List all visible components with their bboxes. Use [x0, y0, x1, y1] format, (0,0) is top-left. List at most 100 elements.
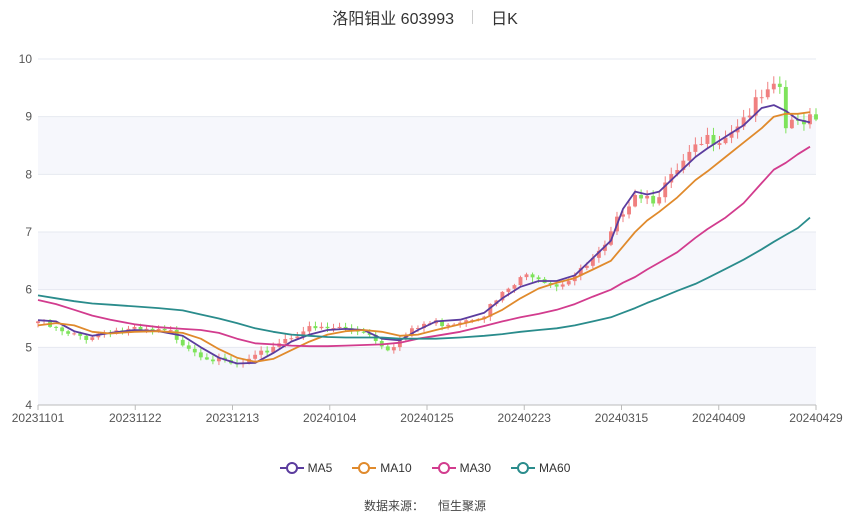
candle-body: [741, 117, 746, 127]
candle-body: [669, 173, 674, 183]
candle-body: [259, 350, 264, 355]
grid-band: [38, 347, 816, 405]
candle-body: [765, 89, 770, 98]
ma30-line: [37, 145, 811, 348]
candle-body: [144, 328, 149, 330]
candle-body: [699, 143, 704, 145]
y-tick-label: 7: [25, 225, 32, 239]
candle-body: [663, 182, 668, 198]
candle-body: [90, 337, 95, 340]
y-tick-label: 8: [25, 167, 32, 181]
candle-body: [54, 326, 59, 328]
candle-body: [693, 144, 698, 152]
legend-swatch: [431, 462, 456, 474]
candle-body: [681, 160, 686, 171]
candle-body: [283, 338, 288, 344]
title-divider: [472, 10, 474, 24]
legend-label: MA5: [307, 461, 333, 475]
candle-body: [524, 274, 529, 278]
ma10-line: [37, 111, 811, 363]
candle-body: [180, 339, 185, 346]
candle-body: [36, 321, 40, 324]
candle-body: [271, 346, 276, 353]
candle-body: [687, 151, 692, 161]
candle-body: [60, 327, 65, 332]
candle-body: [409, 328, 414, 336]
candle-body: [651, 195, 656, 204]
legend-item-ma10[interactable]: MA10: [352, 461, 412, 475]
candle-body: [331, 328, 336, 330]
candle-body: [488, 304, 493, 317]
candle-body: [566, 281, 571, 285]
candle-body: [440, 320, 445, 327]
candle-body: [464, 320, 469, 323]
ma60-line: [37, 216, 811, 340]
candle-body: [295, 336, 300, 339]
candle-body: [325, 326, 330, 329]
candle-body: [801, 120, 806, 125]
y-tick-label: 9: [25, 110, 32, 124]
candle-body: [596, 250, 601, 258]
source-value: 恒生聚源: [438, 499, 487, 513]
legend-swatch: [352, 462, 377, 474]
candle-body: [186, 345, 191, 349]
legend-item-ma60[interactable]: MA60: [511, 461, 570, 475]
candle-body: [391, 347, 396, 351]
candle-body: [518, 277, 523, 286]
candle-body: [554, 284, 559, 287]
candle-body: [657, 197, 662, 204]
candle-body: [168, 329, 173, 331]
candle-body: [747, 115, 752, 118]
candle-body: [132, 326, 137, 329]
candle-body: [814, 114, 818, 120]
grid-band: [38, 116, 816, 175]
chart-title: 洛阳钼业 603993 日K: [0, 4, 850, 30]
ma5-line: [37, 104, 811, 365]
legend-item-ma30[interactable]: MA30: [431, 461, 492, 475]
candle-body: [361, 331, 366, 333]
candle-body: [416, 328, 420, 330]
candle-body: [307, 326, 312, 332]
stock-title: 洛阳钼业 603993: [332, 11, 455, 28]
candle-body: [192, 348, 197, 353]
candle-body: [753, 97, 758, 116]
candle-body: [771, 83, 776, 90]
candle-body: [216, 357, 221, 362]
candle-body: [446, 324, 451, 327]
candle-body: [729, 132, 734, 138]
candle-body: [343, 326, 348, 329]
candle-body: [289, 338, 294, 340]
candle-body: [138, 326, 143, 330]
candle-body: [548, 282, 553, 285]
x-tick-label: 20231213: [206, 411, 260, 425]
candle-body: [78, 333, 83, 336]
candle-body: [590, 257, 595, 266]
candle-body: [512, 285, 517, 289]
legend-label: MA30: [459, 461, 492, 475]
candle-body: [84, 335, 89, 340]
legend-label: MA10: [380, 461, 412, 475]
candle-body: [621, 214, 625, 217]
plot-background: [38, 116, 816, 405]
candle-body: [506, 288, 511, 292]
candle-body: [150, 328, 155, 331]
source-label: 数据来源：: [363, 499, 424, 513]
x-tick-label: 20231122: [109, 411, 162, 425]
data-source: 数据来源： 恒生聚源: [0, 497, 850, 514]
candle-body: [627, 206, 631, 215]
period-label: 日K: [491, 11, 518, 28]
legend-item-ma5[interactable]: MA5: [279, 461, 333, 475]
candle-body: [759, 97, 764, 99]
candle-body: [198, 352, 203, 358]
x-tick-label: 20240104: [303, 411, 357, 425]
candle-body: [422, 323, 426, 329]
candle-body: [777, 83, 782, 87]
candle-body: [319, 326, 324, 329]
candle-body: [301, 331, 306, 337]
candle-body: [789, 119, 794, 129]
candle-body: [675, 170, 680, 174]
candle-body: [602, 244, 607, 251]
candle-body: [723, 137, 728, 144]
candle-body: [645, 195, 650, 199]
x-axis: 20231101 20231122 20231213 20240104 20240125…: [12, 404, 843, 425]
